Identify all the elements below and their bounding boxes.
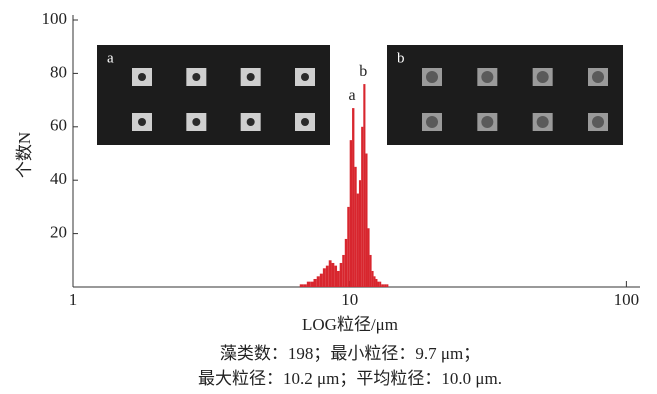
chart: 个数N LOG粒径/μm 藻类数：198；最小粒径：9.7 μm； 最大粒径：1… (0, 0, 657, 394)
bar (383, 284, 385, 287)
bar (320, 274, 323, 287)
bar (326, 266, 329, 287)
cell-core (192, 118, 200, 126)
bar (357, 194, 359, 287)
bar (361, 127, 363, 287)
bar (332, 263, 335, 287)
x-tick-label: 100 (614, 290, 640, 309)
bar (342, 255, 345, 287)
bar (385, 284, 387, 287)
bar (363, 84, 365, 287)
bar (359, 180, 361, 287)
x-tick-label: 1 (69, 290, 78, 309)
cell-core (426, 71, 438, 83)
cell-core (537, 71, 549, 83)
note: 最大粒径：10.2 μm；平均粒径：10.0 μm. (198, 369, 502, 388)
bar (374, 276, 376, 287)
y-tick-label: 100 (42, 9, 68, 28)
bar (317, 276, 320, 287)
cell-core (247, 118, 255, 126)
cell-core (481, 71, 493, 83)
cell-core (592, 116, 604, 128)
x-axis-label: LOG粒径/μm (302, 315, 398, 334)
bar (334, 266, 337, 287)
bar (381, 284, 383, 287)
cell-core (481, 116, 493, 128)
cell-core (426, 116, 438, 128)
bar (377, 282, 379, 287)
bar (337, 271, 340, 287)
bar (372, 271, 374, 287)
cell-core (592, 71, 604, 83)
inset-label: b (397, 50, 405, 66)
bar (365, 154, 367, 288)
x-tick-label: 10 (341, 290, 358, 309)
bar (387, 284, 389, 287)
inset-label: a (107, 50, 114, 66)
cell-core (192, 73, 200, 81)
y-axis-label: 个数N (15, 132, 34, 178)
annotation: a (349, 87, 356, 104)
bar (370, 255, 372, 287)
y-tick-label: 60 (50, 116, 67, 135)
bar (379, 282, 381, 287)
cell-core (301, 73, 309, 81)
cell-core (247, 73, 255, 81)
annotation: b (359, 63, 367, 80)
y-tick-label: 80 (50, 62, 67, 81)
bar (323, 268, 326, 287)
cell-core (301, 118, 309, 126)
bar (329, 260, 332, 287)
bar (310, 282, 313, 287)
bar (376, 279, 378, 287)
cell-core (138, 73, 146, 81)
bar (314, 279, 317, 287)
bar (345, 239, 347, 287)
bar (368, 228, 370, 287)
note: 藻类数：198；最小粒径：9.7 μm； (220, 344, 480, 363)
bar (347, 207, 349, 287)
y-tick-label: 20 (50, 223, 67, 242)
bar (307, 282, 310, 287)
bar (350, 140, 352, 287)
cell-core (537, 116, 549, 128)
bar (354, 167, 356, 287)
bar (340, 263, 343, 287)
bar (352, 108, 354, 287)
bar (300, 284, 304, 287)
cell-core (138, 118, 146, 126)
y-tick-label: 40 (50, 169, 67, 188)
bar (303, 284, 306, 287)
